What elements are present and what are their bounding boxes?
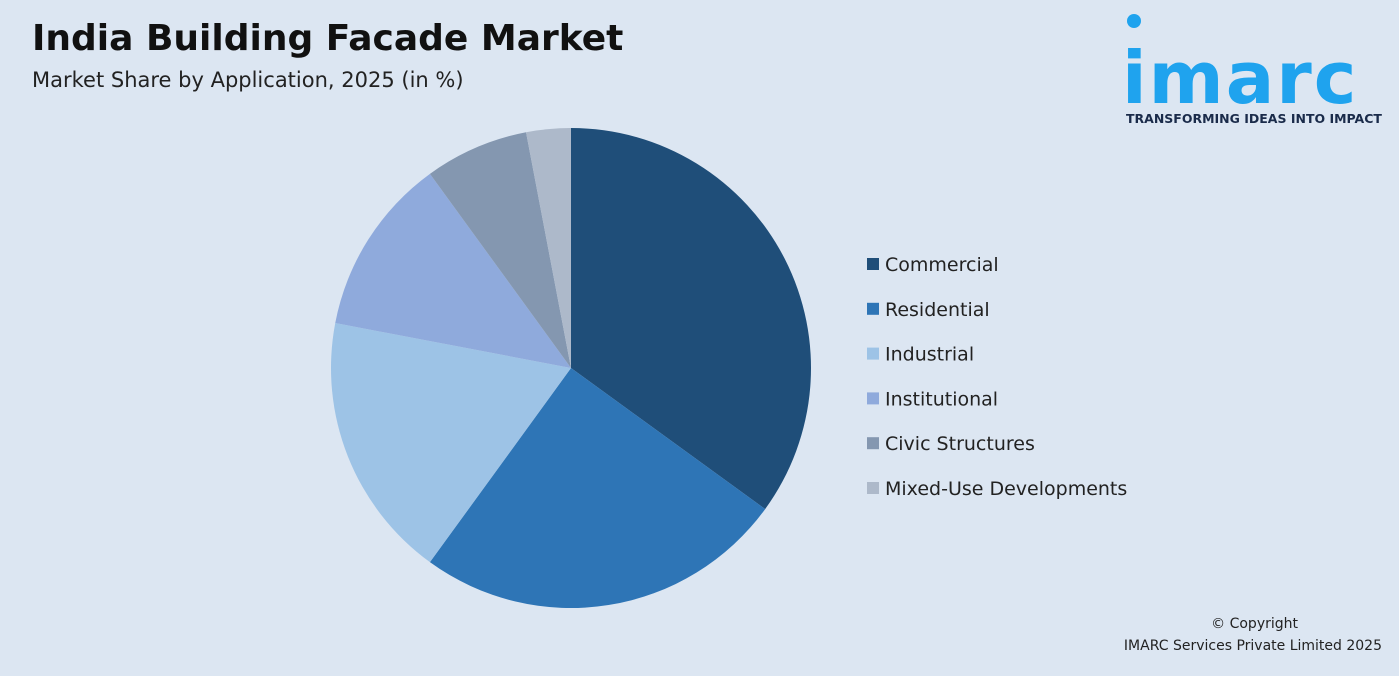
legend-swatch	[867, 302, 879, 315]
pie-slice	[330, 323, 571, 563]
pie-slice	[429, 368, 766, 608]
chart-subtitle: Market Share by Application, 2025 (in %)	[32, 68, 464, 92]
legend-swatch	[867, 347, 879, 360]
legend-label: Institutional	[885, 388, 998, 410]
logo-dot	[1127, 14, 1141, 28]
copyright: © Copyright	[1211, 616, 1298, 632]
pie-slice	[571, 128, 812, 510]
logo: imarc	[1122, 36, 1358, 120]
legend-swatch	[867, 258, 879, 270]
pie-slice	[429, 132, 571, 368]
copyright-owner: IMARC Services Private Limited 2025	[1124, 638, 1382, 654]
pie-slice	[526, 128, 571, 368]
legend-label: Industrial	[885, 344, 974, 366]
legend-label: Commercial	[885, 254, 999, 276]
chart-title: India Building Facade Market	[32, 18, 623, 59]
legend-swatch	[867, 392, 879, 405]
legend-label: Mixed-Use Developments	[885, 478, 1127, 500]
legend-swatch	[867, 482, 879, 494]
legend-label: Residential	[885, 299, 990, 321]
logo-tagline: TRANSFORMING IDEAS INTO IMPACT	[1126, 111, 1382, 126]
legend-swatch	[867, 437, 879, 450]
legend-label: Civic Structures	[885, 433, 1035, 455]
pie-slice	[335, 173, 571, 368]
